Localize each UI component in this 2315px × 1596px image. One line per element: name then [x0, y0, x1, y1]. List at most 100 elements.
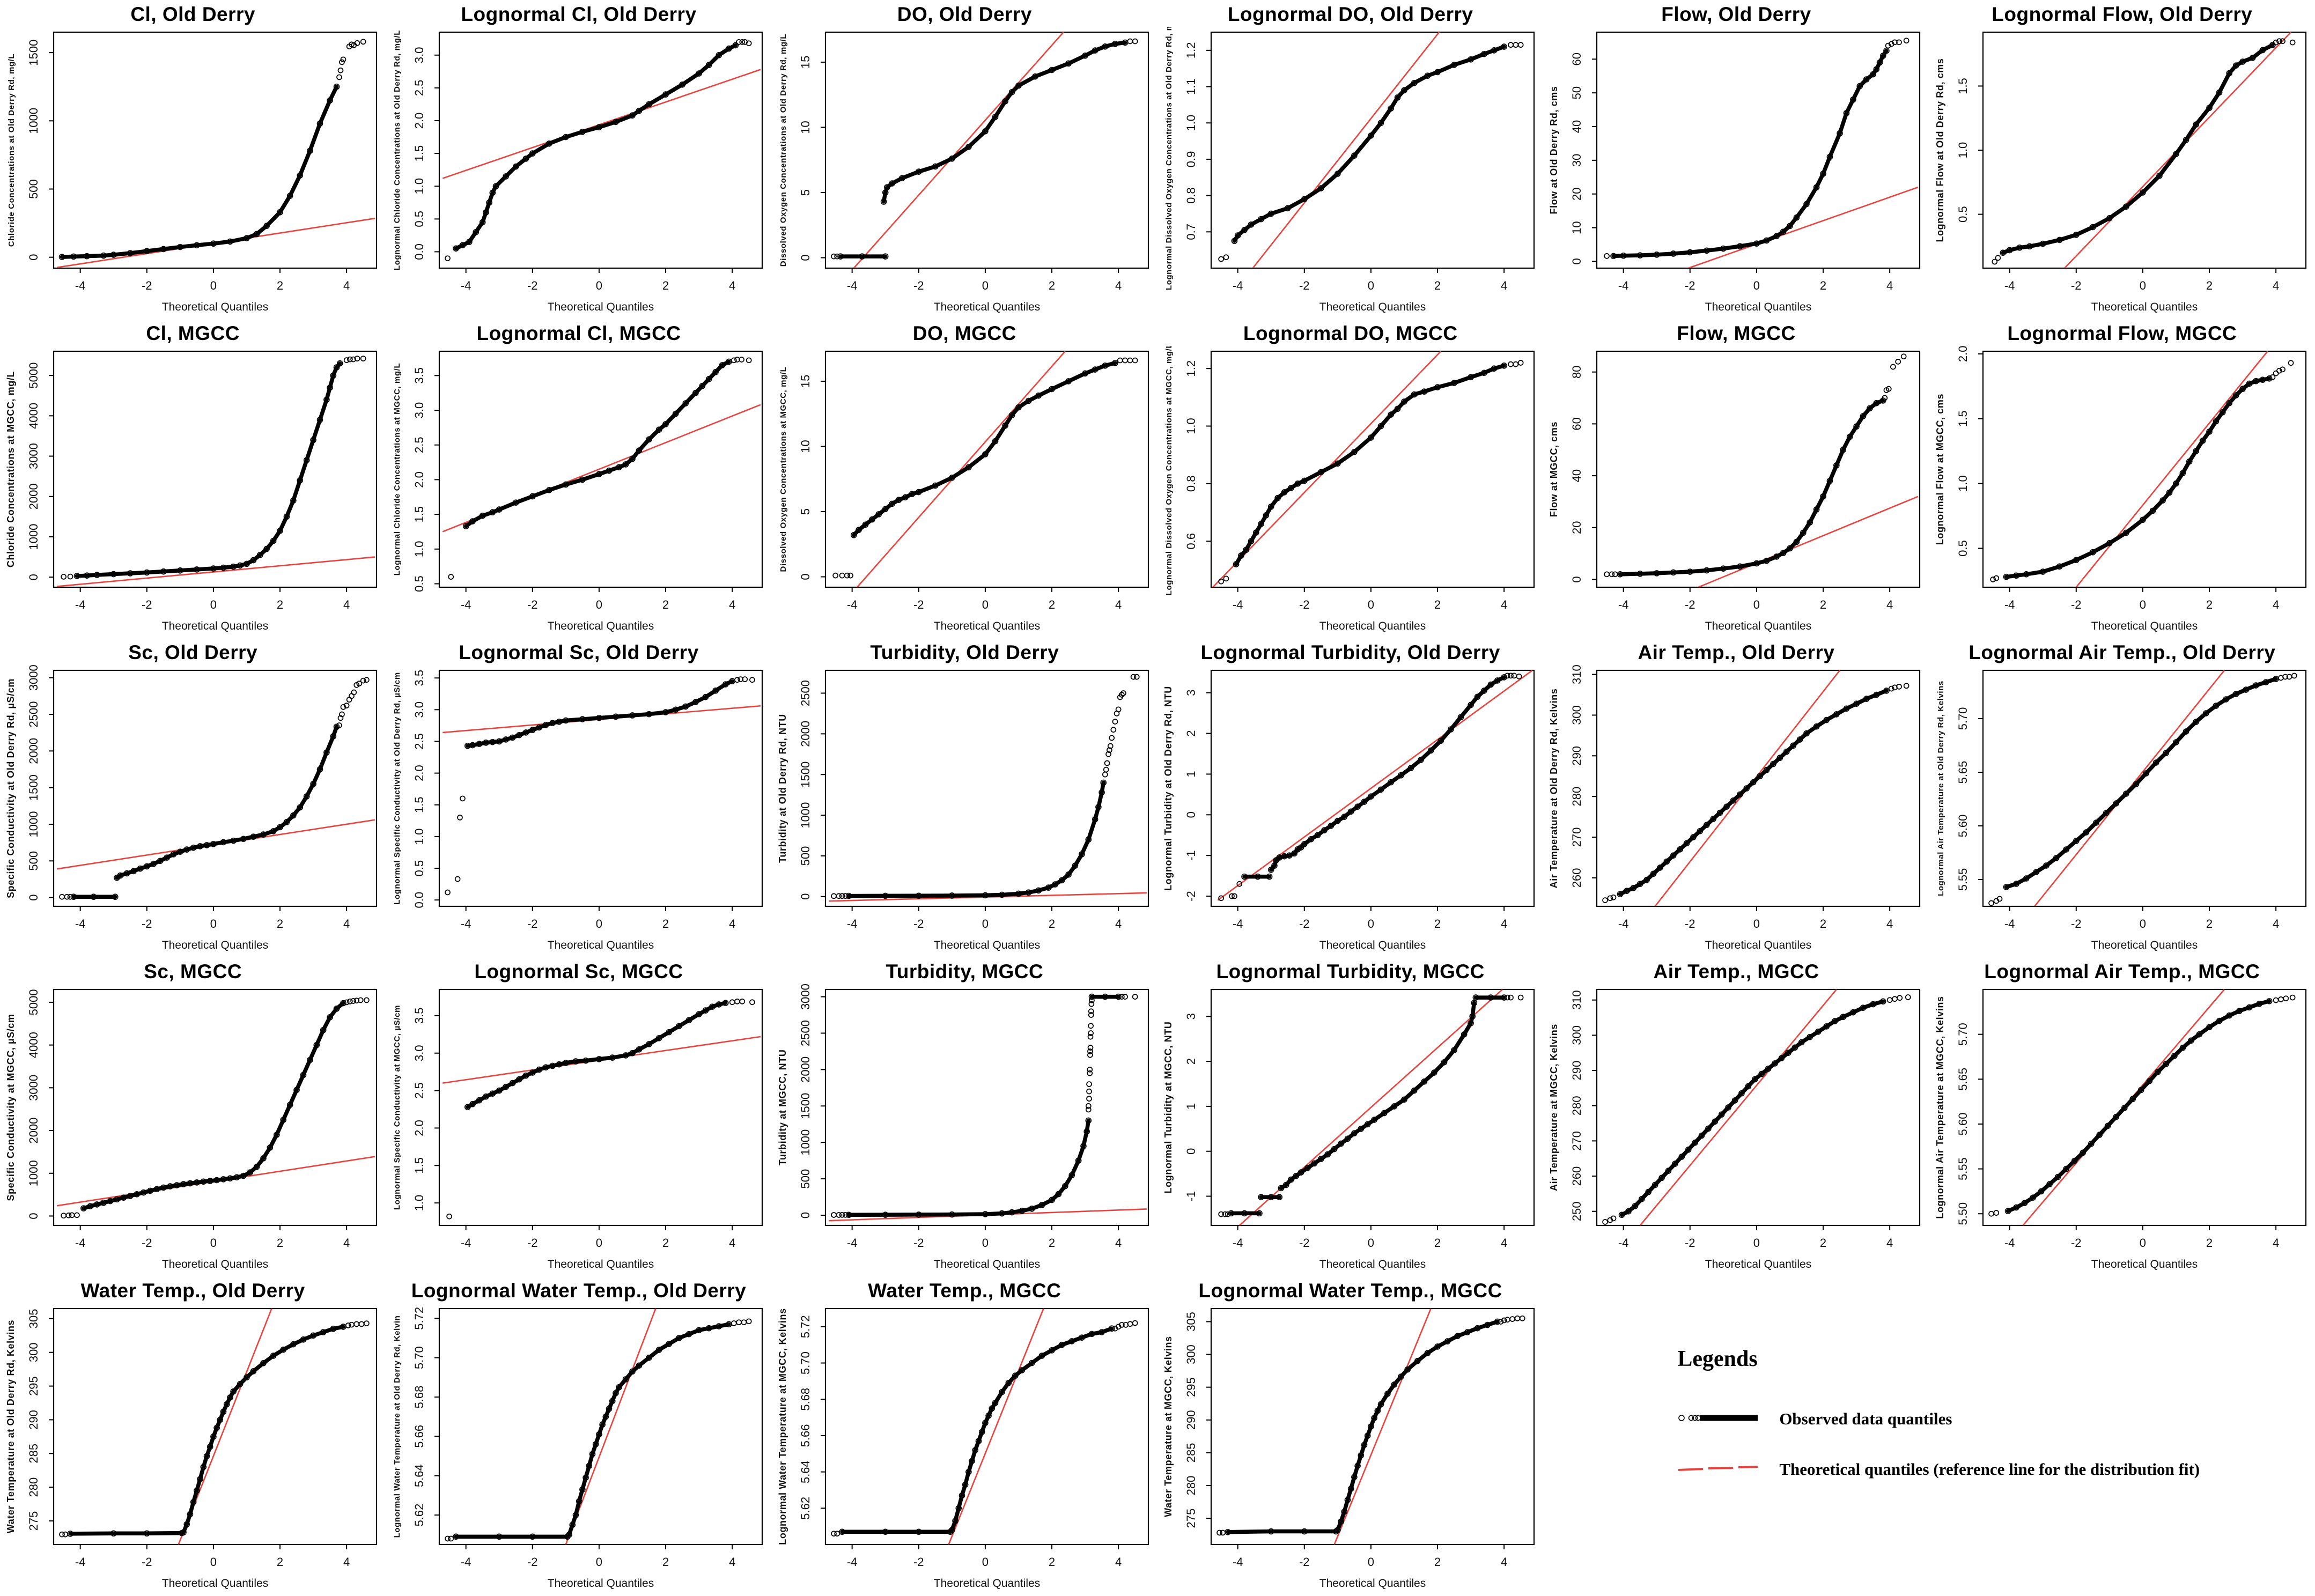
qq-plot-canvas: -4 -2 0 2 4 0 500 1000 1500 Theoretical Quantiles…	[7, 31, 378, 313]
svg-text:-2: -2	[142, 1555, 152, 1569]
svg-text:2: 2	[1820, 1236, 1826, 1250]
svg-text:Theoretical Quantiles: Theoretical Quantiles	[1319, 1258, 1426, 1270]
svg-text:-4: -4	[75, 598, 86, 611]
svg-text:-2: -2	[913, 1236, 924, 1250]
svg-text:5.65: 5.65	[1956, 761, 1970, 784]
qq-plot-canvas: -4 -2 0 2 4 250 260 270 280 290 300 310 Theoretical …	[1549, 988, 1921, 1270]
plot-title: Cl, MGCC	[146, 322, 240, 344]
qq-plot-cell: Lognormal Air Temp., MGCC -4 -2 0 2 4 5.50 5.5…	[1929, 957, 2315, 1276]
svg-text:2500: 2500	[27, 701, 40, 728]
qq-plot-canvas: -4 -2 0 2 4 0.0 0.5 1.0 1.5 2.0 2.5 3.0 Theoretical …	[393, 30, 763, 313]
svg-text:10: 10	[799, 121, 812, 134]
svg-text:-4: -4	[461, 1555, 471, 1569]
svg-text:4000: 4000	[27, 403, 40, 429]
svg-text:Chloride Concentrations at MGC: Chloride Concentrations at MGCC, mg/L	[5, 371, 16, 567]
svg-text:1.0: 1.0	[412, 829, 426, 845]
svg-text:Lognormal Water Temperature at: Lognormal Water Temperature at MGCC, Kel…	[777, 1308, 788, 1545]
qq-plot-canvas: -4 -2 0 2 4 -2 -1 0 1 2 3 Theoretical Quantiles Logn…	[1163, 669, 1535, 951]
svg-text:0: 0	[1368, 1555, 1374, 1569]
svg-text:2: 2	[277, 1236, 283, 1250]
qq-plot-canvas: -4 -2 0 2 4 0.5 1.0 1.5 2.0 2.5 3.0 3.5 Theoretical …	[393, 350, 763, 632]
svg-text:1.0: 1.0	[1184, 418, 1198, 434]
svg-text:Theoretical Quantiles: Theoretical Quantiles	[548, 939, 654, 951]
svg-text:Turbidity at MGCC, NTU: Turbidity at MGCC, NTU	[777, 1050, 788, 1166]
svg-text:Lognormal Turbidity at Old Der: Lognormal Turbidity at Old Derry Rd, NTU	[1163, 686, 1174, 891]
svg-text:-4: -4	[1233, 598, 1243, 611]
svg-text:2: 2	[1049, 917, 1055, 930]
svg-text:0: 0	[210, 598, 217, 611]
plot-title: Air Temp., Old Derry	[1638, 641, 1835, 663]
svg-text:2.5: 2.5	[412, 80, 426, 97]
qq-plot-canvas: -4 -2 0 2 4 275 280 285 290 295 300 305 Theoretical …	[1163, 1307, 1535, 1590]
svg-text:Theoretical Quantiles: Theoretical Quantiles	[1319, 620, 1426, 632]
svg-text:500: 500	[799, 1169, 812, 1189]
svg-text:-4: -4	[1618, 279, 1629, 292]
qq-plot-cell: Cl, Old Derry -4 -2 0 2 4 0 500 1000 1500 Theoret…	[0, 0, 386, 319]
svg-text:Theoretical Quantiles: Theoretical Quantiles	[1319, 1577, 1426, 1590]
svg-text:0: 0	[799, 573, 812, 580]
svg-text:1.0: 1.0	[1956, 142, 1970, 159]
svg-text:500: 500	[799, 846, 812, 866]
svg-text:4: 4	[343, 598, 350, 611]
svg-text:0.5: 0.5	[412, 211, 426, 227]
svg-text:4: 4	[2273, 1236, 2279, 1250]
plot-title: DO, Old Derry	[897, 3, 1032, 25]
qq-plot-cell: Lognormal Sc, MGCC -4 -2 0 2 4 1.0 1.5 2.0 2.5 3.…	[386, 957, 771, 1276]
svg-text:0: 0	[2139, 598, 2146, 611]
svg-text:Flow at MGCC, cms: Flow at MGCC, cms	[1549, 422, 1559, 517]
qq-plot-canvas: -4 -2 0 2 4 275 280 285 290 295 300 305 Theoretical …	[5, 1307, 378, 1590]
svg-text:5.72: 5.72	[799, 1315, 812, 1338]
svg-text:295: 295	[27, 1376, 40, 1396]
svg-text:1.0: 1.0	[1184, 115, 1198, 131]
svg-text:1.5: 1.5	[412, 796, 426, 813]
qq-plot-cell: Water Temp., Old Derry -4 -2 0 2 4 275 280 285 2…	[0, 1276, 386, 1595]
svg-text:0: 0	[2139, 1236, 2146, 1250]
svg-text:270: 270	[1570, 1131, 1583, 1151]
svg-text:0: 0	[596, 1555, 602, 1569]
svg-text:-4: -4	[847, 1555, 858, 1569]
svg-text:5.70: 5.70	[799, 1351, 812, 1375]
svg-text:2: 2	[662, 1555, 669, 1569]
svg-text:-2: -2	[1299, 917, 1310, 930]
svg-text:500: 500	[27, 179, 40, 199]
svg-text:Turbidity at Old Derry Rd, NTU: Turbidity at Old Derry Rd, NTU	[777, 714, 788, 863]
qq-plot-canvas: -4 -2 0 2 4 0.5 1.0 1.5 2.0 Theoretical Quantiles…	[1935, 346, 2306, 632]
svg-text:-2: -2	[913, 279, 924, 292]
qq-plot-canvas: -4 -2 0 2 4 0.7 0.8 0.9 1.0 1.1 1.2 Theoretical Qua…	[1164, 27, 1535, 313]
plot-title: Water Temp., MGCC	[868, 1280, 1061, 1302]
svg-text:2.5: 2.5	[412, 1082, 426, 1099]
svg-text:2: 2	[1434, 917, 1441, 930]
svg-text:-2: -2	[2071, 917, 2082, 930]
svg-text:5.62: 5.62	[412, 1504, 426, 1527]
svg-text:-4: -4	[1233, 1555, 1243, 1569]
qq-plot-canvas: -4 -2 0 2 4 0 1000 2000 3000 4000 5000 Theoretical …	[5, 988, 378, 1270]
svg-text:Theoretical Quantiles: Theoretical Quantiles	[162, 301, 268, 313]
svg-text:-2: -2	[142, 917, 152, 930]
svg-text:Theoretical Quantiles: Theoretical Quantiles	[548, 301, 654, 313]
svg-text:15: 15	[799, 56, 812, 69]
svg-text:250: 250	[1570, 1201, 1583, 1221]
svg-text:0: 0	[1368, 917, 1374, 930]
svg-text:2: 2	[2206, 598, 2213, 611]
svg-text:1.2: 1.2	[1184, 42, 1198, 59]
svg-text:-2: -2	[1685, 598, 1695, 611]
qq-plot-canvas: -4 -2 0 2 4 260 270 280 290 300 310 Theoretical Qua…	[1549, 665, 1921, 951]
svg-text:Theoretical Quantiles: Theoretical Quantiles	[1319, 301, 1426, 313]
svg-text:4: 4	[1501, 917, 1507, 930]
qq-plot-canvas: -4 -2 0 2 4 0 5 10 15 Theoretical Quantiles Dissol…	[779, 31, 1149, 313]
plot-title: DO, MGCC	[912, 322, 1016, 344]
svg-text:-2: -2	[527, 1236, 538, 1250]
plot-title: Water Temp., Old Derry	[80, 1280, 305, 1302]
svg-text:2: 2	[277, 917, 283, 930]
svg-text:300: 300	[1570, 1025, 1583, 1045]
svg-text:Air Temperature at MGCC, Kelvi: Air Temperature at MGCC, Kelvins	[1549, 1024, 1559, 1191]
svg-text:3: 3	[1184, 1013, 1198, 1019]
plot-title: Lognormal Sc, MGCC	[474, 960, 683, 982]
svg-text:3.0: 3.0	[412, 701, 426, 718]
plot-title: Flow, MGCC	[1677, 322, 1796, 344]
svg-text:500: 500	[27, 851, 40, 871]
svg-text:2000: 2000	[799, 1056, 812, 1083]
svg-text:Lognormal Specific Conductivit: Lognormal Specific Conductivity at Old D…	[393, 672, 402, 905]
svg-text:-4: -4	[1618, 598, 1629, 611]
